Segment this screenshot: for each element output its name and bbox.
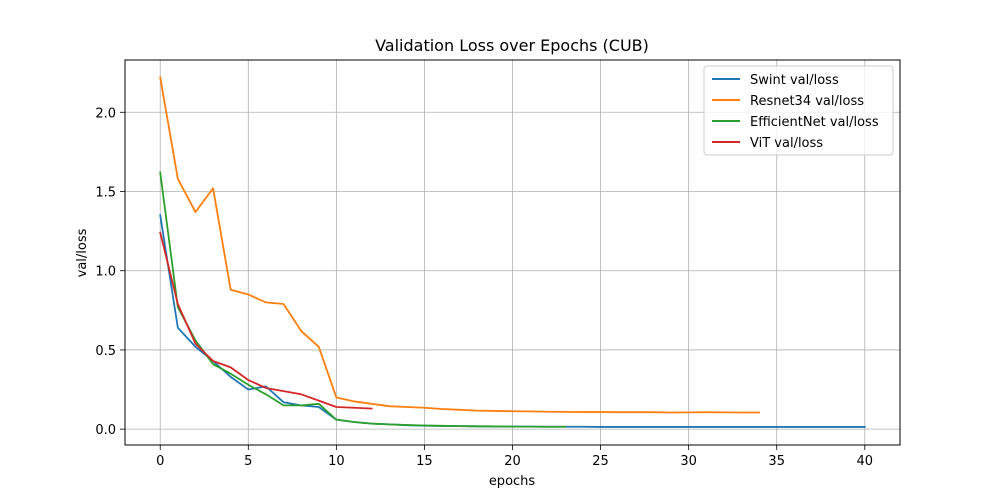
- x-tick-label: 5: [244, 454, 252, 469]
- x-axis-label: epochs: [489, 474, 536, 489]
- x-tick-label: 15: [416, 454, 433, 469]
- legend-box: [703, 65, 894, 156]
- series-line-vit: [159, 231, 373, 410]
- y-tick-label: 0.0: [95, 423, 116, 438]
- x-tick-label: 30: [680, 454, 697, 469]
- series-line-efficientnet: [159, 171, 567, 428]
- y-axis-label: val/loss: [75, 228, 90, 277]
- legend-label-swint: Swint val/loss: [750, 73, 839, 88]
- legend-label-resnet34: Resnet34 val/loss: [750, 94, 864, 109]
- x-tick-label: 20: [504, 454, 521, 469]
- legend-label-efficientnet: EfficientNet val/loss: [750, 115, 879, 130]
- y-tick-label: 2.0: [95, 106, 116, 121]
- x-tick-label: 0: [156, 454, 164, 469]
- x-tick-label: 10: [328, 454, 345, 469]
- series-lines: [159, 76, 866, 428]
- series-line-resnet34: [159, 76, 760, 414]
- legend-label-vit: ViT val/loss: [750, 136, 823, 151]
- x-tick-label: 35: [768, 454, 785, 469]
- y-tick-label: 1.0: [95, 265, 116, 280]
- axis-ticks: 0 5 10 15 20 25 30 35 40 0.0 0.5 1.0 1.5 2.0: [95, 106, 873, 469]
- x-tick-label: 40: [856, 454, 873, 469]
- legend: Swint val/loss Resnet34 val/loss Efficie…: [703, 65, 894, 156]
- y-tick-label: 1.5: [95, 186, 116, 201]
- y-tick-label: 0.5: [95, 344, 116, 359]
- chart-title: Validation Loss over Epochs (CUB): [375, 36, 649, 55]
- x-tick-label: 25: [592, 454, 609, 469]
